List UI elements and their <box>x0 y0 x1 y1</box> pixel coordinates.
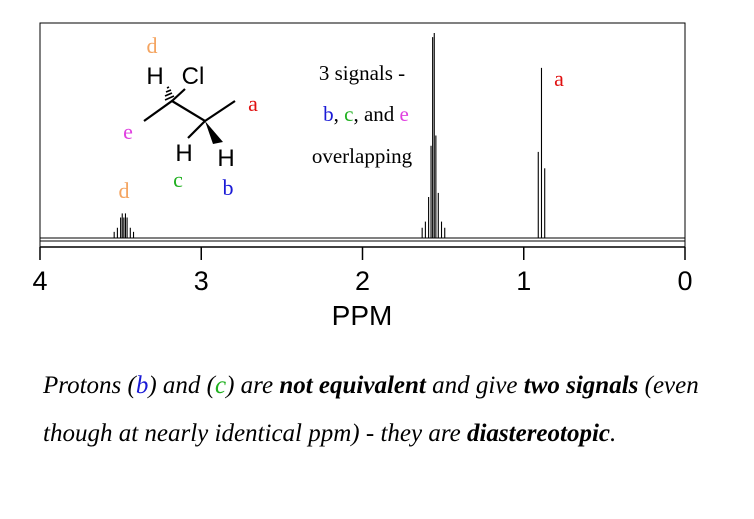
x-tick-label-3: 3 <box>194 266 209 296</box>
caption-part-2: ) and ( <box>148 372 215 399</box>
annotation-e: e <box>400 102 409 126</box>
molecule-label-d: d <box>147 33 158 58</box>
molecule-atom-h-right: H <box>217 145 234 172</box>
molecule-atom-cl: Cl <box>182 63 205 90</box>
peak-group-1 <box>421 33 446 238</box>
caption-part-5: (even though at nearly identical ppm) - … <box>43 372 699 447</box>
x-ticks <box>39 247 686 260</box>
annotation-line-2: b, c, and e <box>323 102 409 126</box>
caption-part-3: ) are <box>226 372 280 399</box>
caption-part-6: . <box>610 420 617 447</box>
molecule-atom-h-top: H <box>146 63 163 90</box>
x-tick-labels: 4 3 2 1 0 <box>32 266 692 296</box>
caption-bold-diastereotopic: diastereotopic <box>466 420 611 447</box>
hashed-wedge-bond <box>164 86 175 101</box>
x-tick-label-4: 4 <box>32 266 47 296</box>
caption-part-4: and give <box>425 372 524 399</box>
caption-c: c <box>214 372 227 399</box>
annotation-and: , and <box>353 102 399 126</box>
spectrum-trace <box>40 33 685 239</box>
bold-wedge-bond <box>205 121 223 144</box>
x-tick-label-2: 2 <box>355 266 370 296</box>
molecule-label-a: a <box>248 91 258 116</box>
annotation-b: b <box>323 102 334 126</box>
caption-part-1: Protons ( <box>43 372 136 399</box>
caption-b: b <box>135 372 149 399</box>
bond-c-h-lower <box>187 120 206 139</box>
annotation-c: c <box>344 102 353 126</box>
annotation-line-1: 3 signals - <box>319 61 405 85</box>
peak-label-a: a <box>554 66 564 91</box>
molecule-label-e: e <box>123 119 133 144</box>
x-tick-label-1: 1 <box>516 266 531 296</box>
peak-label-d: d <box>119 178 130 203</box>
peak-group-0 <box>113 213 135 238</box>
caption-bold-two-signals: two signals <box>523 372 639 399</box>
annotation-comma: , <box>334 102 345 126</box>
explanation-caption: Protons (b) and (c) are not equivalent a… <box>43 362 743 458</box>
peak-group-2 <box>537 67 546 238</box>
x-axis-label: PPM <box>332 300 393 331</box>
plot-frame <box>39 22 686 248</box>
molecule-label-c: c <box>173 167 183 192</box>
bond-c-cl <box>171 88 186 102</box>
molecule-atom-h-left: H <box>175 140 192 167</box>
molecule-structure: d H Cl a e H H c b <box>123 33 258 200</box>
carbon-chain-bonds <box>143 99 236 123</box>
x-tick-label-0: 0 <box>677 266 692 296</box>
caption-bold-not-equivalent: not equivalent <box>279 372 426 399</box>
annotation-line-3: overlapping <box>312 144 413 168</box>
molecule-label-b: b <box>223 175 234 200</box>
